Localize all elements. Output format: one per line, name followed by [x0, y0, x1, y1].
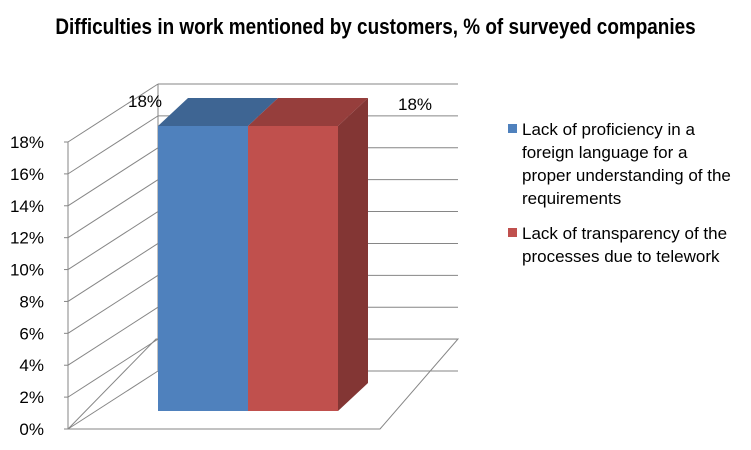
- legend: Lack of proficiency in a foreign languag…: [508, 118, 740, 280]
- gridline-diagonal-7: [67, 147, 159, 207]
- legend-swatch-1: [508, 124, 517, 133]
- y-tick-label-7: 14%: [10, 197, 44, 216]
- bar-side-2: [338, 98, 368, 411]
- data-labels: 18% 18%: [128, 92, 432, 114]
- legend-swatch-2: [508, 228, 517, 237]
- y-tick-label-9: 18%: [10, 133, 44, 152]
- bars: [158, 98, 368, 411]
- y-tick-label-4: 8%: [19, 292, 44, 311]
- legend-item-2: Lack of transparency of the processes du…: [508, 222, 740, 268]
- gridline-diagonal-5: [67, 211, 159, 270]
- gridline-diagonal-1: [67, 338, 159, 398]
- y-tick-label-6: 12%: [10, 229, 44, 248]
- bar-front-2: [248, 126, 338, 411]
- gridline-diagonal-2: [67, 306, 159, 366]
- legend-label-2: Lack of transparency of the processes du…: [522, 224, 728, 266]
- y-tick-label-8: 16%: [10, 165, 44, 184]
- gridline-diagonal-0: [67, 370, 159, 430]
- gridline-diagonal-4: [67, 243, 159, 302]
- legend-item-1: Lack of proficiency in a foreign languag…: [508, 118, 740, 210]
- y-tick-label-5: 10%: [10, 261, 44, 280]
- y-tick-label-1: 2%: [19, 388, 44, 407]
- gridline-diagonal-8: [67, 115, 159, 175]
- data-label-2: 18%: [398, 95, 432, 114]
- gridline-diagonal-6: [67, 179, 159, 239]
- y-tick-label-0: 0%: [19, 420, 44, 439]
- data-label-1: 18%: [128, 92, 162, 111]
- bar-top-2: [248, 98, 368, 126]
- bar-top-1: [158, 98, 278, 126]
- chart-title: Difficulties in work mentioned by custom…: [55, 14, 696, 39]
- legend-label-1: Lack of proficiency in a foreign languag…: [522, 120, 731, 208]
- y-axis-tick-labels: 0% 2% 4% 6% 8% 10% 12% 14% 16% 18%: [10, 133, 44, 439]
- y-tick-label-3: 6%: [19, 324, 44, 343]
- gridline-diagonal-9: [67, 83, 159, 143]
- gridline-diagonal-3: [67, 274, 159, 334]
- y-tick-label-2: 4%: [19, 356, 44, 375]
- bar-front-1: [158, 126, 248, 411]
